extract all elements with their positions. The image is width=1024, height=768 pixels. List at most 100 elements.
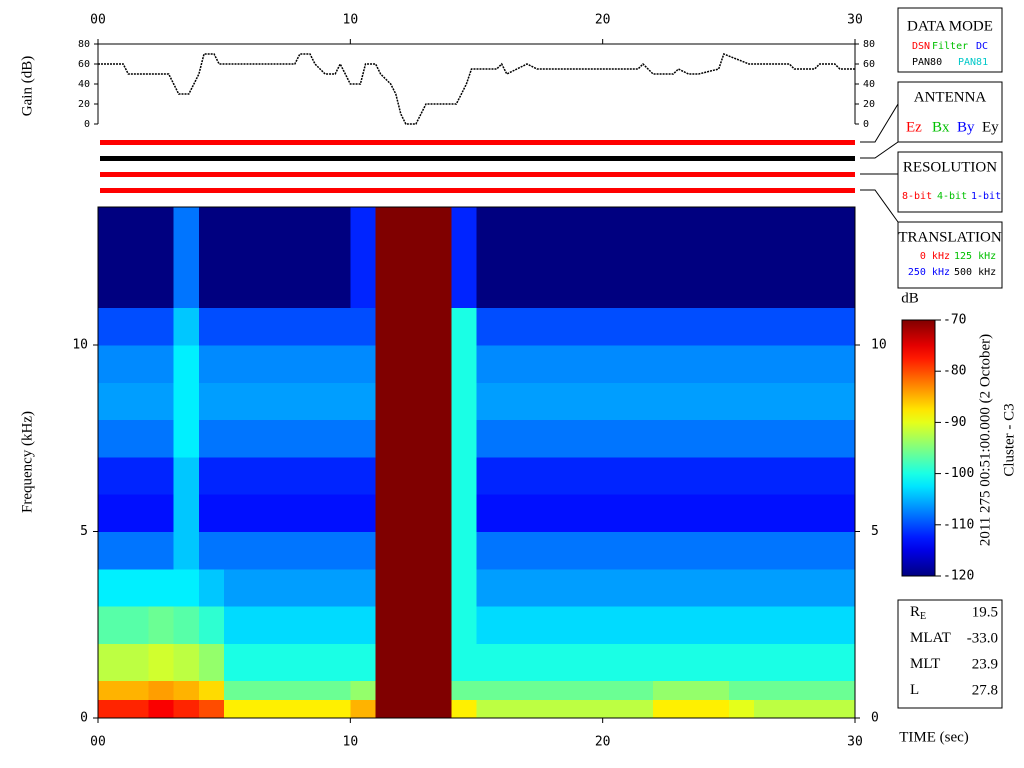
spectrogram-cell xyxy=(754,680,780,700)
spectrogram-cell xyxy=(350,207,377,271)
spectrogram-cell xyxy=(325,568,351,607)
spectrogram-cell xyxy=(400,345,427,383)
spectrogram-cell xyxy=(728,680,755,700)
spectrogram-cell xyxy=(653,531,679,570)
spectrogram-cell xyxy=(501,494,528,533)
spectrogram-cell xyxy=(678,382,705,421)
mode-item: DSN xyxy=(912,41,930,52)
spectrogram-cell xyxy=(198,606,225,644)
info-label: L xyxy=(910,682,919,698)
spectrogram-cell xyxy=(299,345,326,383)
spectrogram-cell xyxy=(350,494,377,533)
spectrogram-cell xyxy=(375,531,402,570)
spectrogram-cell xyxy=(375,419,402,458)
spectrogram-cell xyxy=(526,680,553,700)
spectrogram-cell xyxy=(148,606,175,644)
spectrogram-cell xyxy=(325,680,351,700)
spectrogram-cell xyxy=(426,643,452,682)
colorbar-label: dB xyxy=(901,290,919,306)
spectrogram-cell xyxy=(148,531,175,570)
spectrogram-cell xyxy=(148,456,175,495)
spectrogram-cell xyxy=(804,699,831,719)
spectrogram-cell xyxy=(754,699,780,719)
spectrogram-cell xyxy=(426,307,452,346)
spectrogram-cell xyxy=(249,643,276,682)
spectrogram-cell xyxy=(501,207,528,271)
spectrogram-cell xyxy=(350,382,377,421)
mode-item: PAN80 xyxy=(912,57,942,68)
spectrogram-cell xyxy=(829,456,856,495)
spectrogram-cell xyxy=(577,382,604,421)
y-tick-label: 0 xyxy=(871,711,879,726)
spectrogram-cell xyxy=(829,568,856,607)
spectrogram-cell xyxy=(627,568,654,607)
spectrogram-cell xyxy=(98,606,124,644)
spectrogram-cell xyxy=(426,568,452,607)
spectrogram-cell xyxy=(678,568,705,607)
spectrogram-cell xyxy=(526,606,553,644)
spectrogram-cell xyxy=(728,419,755,458)
spectrogram-cell xyxy=(249,419,276,458)
spectrogram-cell xyxy=(375,643,402,682)
spectrogram-cell xyxy=(577,494,604,533)
spectrogram-cell xyxy=(703,568,730,607)
spectrogram-cell xyxy=(148,207,175,271)
spectrogram-cell xyxy=(627,494,654,533)
spectrogram-cell xyxy=(804,643,831,682)
spectrogram-cell xyxy=(602,531,629,570)
spectrogram-cell xyxy=(754,643,780,682)
connector xyxy=(860,189,899,223)
spectrogram-cell xyxy=(400,606,427,644)
spectrogram-cell xyxy=(754,270,780,309)
spectrogram-cell xyxy=(400,699,427,719)
spectrogram-cell xyxy=(123,606,149,644)
spectrogram-cell xyxy=(451,382,477,421)
spectrogram-cell xyxy=(526,207,553,271)
spectrogram-cell xyxy=(653,494,679,533)
spectrogram-cell xyxy=(400,270,427,309)
spectrogram-cell xyxy=(123,531,149,570)
spectrogram-cell xyxy=(173,382,200,421)
status-bar xyxy=(100,172,855,177)
spectrogram-cell xyxy=(325,494,351,533)
spectrogram-cell xyxy=(224,531,250,570)
antenna-item: Ez xyxy=(906,119,922,135)
spectrogram-cell xyxy=(400,643,427,682)
spectrogram-cell xyxy=(198,345,225,383)
spectrogram-cell xyxy=(451,270,477,309)
spectrogram-cell xyxy=(98,419,124,458)
spectrogram-cell xyxy=(325,699,351,719)
spectrogram-cell xyxy=(552,606,578,644)
spectrogram-cell xyxy=(148,568,175,607)
spectrogram-cell xyxy=(224,456,250,495)
spectrogram-cell xyxy=(627,680,654,700)
spectrogram-cell xyxy=(779,207,806,271)
spectrogram-cell xyxy=(350,531,377,570)
spectrogram-cell xyxy=(375,270,402,309)
spectrogram-cell xyxy=(526,531,553,570)
spectrogram-cell xyxy=(728,307,755,346)
spectrogram-cell xyxy=(249,606,276,644)
spectrogram-cell xyxy=(400,307,427,346)
spectrogram-cell xyxy=(173,643,200,682)
spectrogram-cell xyxy=(198,680,225,700)
y-tick-label: 60 xyxy=(863,59,875,70)
antenna-item: Ey xyxy=(982,119,999,135)
colorbar-tick-label: -110 xyxy=(943,517,974,532)
spectrogram-cell xyxy=(173,345,200,383)
spectrogram-cell xyxy=(703,643,730,682)
spectrogram-cell xyxy=(653,307,679,346)
spectrogram-cell xyxy=(274,643,301,682)
spectrogram-cell xyxy=(325,307,351,346)
spectrogram-cell xyxy=(703,345,730,383)
spectrogram-cell xyxy=(249,270,276,309)
spectrogram-cell xyxy=(224,382,250,421)
spectrogram-cell xyxy=(350,606,377,644)
spectrogram-cell xyxy=(451,606,477,644)
spectrogram-cell xyxy=(577,531,604,570)
spectrogram-cell xyxy=(173,207,200,271)
spectrogram-cell xyxy=(224,345,250,383)
spectrogram-cell xyxy=(627,643,654,682)
y-axis-label: Frequency (kHz) xyxy=(19,411,35,513)
spectrogram-cell xyxy=(501,699,528,719)
